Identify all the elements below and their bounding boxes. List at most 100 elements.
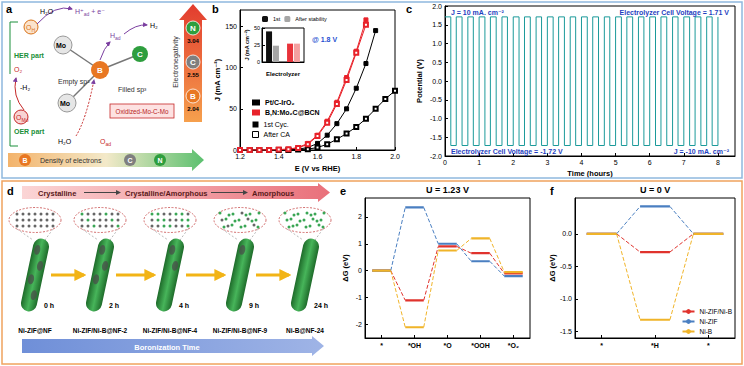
svg-text:B: B — [190, 92, 196, 101]
svg-text:B,N:Mo₂C@BCN: B,N:Mo₂C@BCN — [265, 109, 320, 117]
svg-text:6: 6 — [648, 159, 652, 166]
svg-text:8: 8 — [716, 159, 720, 166]
svg-text:J (mA cm⁻²): J (mA cm⁻²) — [244, 29, 250, 60]
svg-text:Electrolyzer Cell Voltage = 1.: Electrolyzer Cell Voltage = 1.71 V — [620, 9, 730, 17]
svg-text:Ni-ZIF/Ni-B: Ni-ZIF/Ni-B — [700, 308, 733, 315]
svg-text:J = -10 mA. cm⁻²: J = -10 mA. cm⁻² — [674, 148, 730, 155]
svg-text:3.04: 3.04 — [187, 38, 199, 44]
svg-text:Ni-B@NF-24: Ni-B@NF-24 — [286, 327, 324, 334]
svg-text:*OOH: *OOH — [471, 342, 490, 349]
svg-text:B: B — [97, 66, 103, 75]
svg-text:*: * — [707, 342, 710, 349]
svg-text:2 h: 2 h — [109, 302, 119, 309]
svg-text:Ni-ZIF@NF: Ni-ZIF@NF — [18, 327, 51, 334]
svg-text:0: 0 — [443, 159, 447, 166]
svg-text:-1.5: -1.5 — [430, 134, 442, 141]
svg-text:-2.0: -2.0 — [430, 153, 442, 160]
svg-text:1.5: 1.5 — [432, 21, 442, 28]
svg-text:ΔG (eV): ΔG (eV) — [548, 254, 557, 282]
svg-text:0.0: 0.0 — [562, 230, 572, 237]
svg-text:J = 10 mA. cm⁻²: J = 10 mA. cm⁻² — [451, 9, 505, 16]
svg-text:1.2: 1.2 — [235, 153, 245, 160]
svg-text:OER part: OER part — [14, 128, 45, 136]
svg-text:-H₂: -H₂ — [20, 84, 30, 91]
svg-text:-1.0: -1.0 — [430, 115, 442, 122]
svg-text:H₂O: H₂O — [40, 8, 54, 15]
svg-text:Had: Had — [110, 32, 121, 41]
svg-text:Ni-ZIF/Ni-B@NF-9: Ni-ZIF/Ni-B@NF-9 — [213, 327, 268, 334]
svg-text:2.0: 2.0 — [432, 3, 442, 10]
svg-text:Ni-ZIF/Ni-B@NF-2: Ni-ZIF/Ni-B@NF-2 — [73, 327, 128, 334]
svg-text:C: C — [127, 157, 132, 164]
svg-text:7: 7 — [682, 159, 686, 166]
svg-text:1st Cyc.: 1st Cyc. — [264, 121, 289, 129]
svg-text:2.04: 2.04 — [187, 106, 199, 112]
svg-text:f: f — [550, 185, 554, 197]
svg-text:N: N — [157, 157, 162, 164]
svg-text:C: C — [190, 58, 196, 67]
svg-text:*OH: *OH — [408, 342, 421, 349]
svg-text:0: 0 — [358, 267, 362, 274]
svg-text:Empty sp²: Empty sp² — [58, 78, 90, 86]
svg-text:N: N — [190, 24, 196, 33]
svg-text:Mo: Mo — [56, 42, 66, 49]
svg-text:-1.5: -1.5 — [560, 328, 572, 335]
svg-text:Mo: Mo — [60, 100, 70, 107]
svg-text:-1.0: -1.0 — [560, 295, 572, 302]
svg-text:2.55: 2.55 — [187, 72, 199, 78]
svg-text:U = 0 V: U = 0 V — [640, 185, 670, 195]
svg-text:2.0: 2.0 — [390, 153, 400, 160]
svg-text:4 h: 4 h — [179, 302, 189, 309]
svg-text:*O₂: *O₂ — [508, 342, 519, 349]
svg-text:Boronization Time: Boronization Time — [134, 343, 199, 352]
svg-text:Filled sp³: Filled sp³ — [118, 86, 147, 94]
svg-text:Oad: Oad — [100, 138, 111, 147]
svg-text:4: 4 — [580, 159, 584, 166]
svg-text:150: 150 — [225, 23, 237, 30]
svg-text:H⁺ad + e⁻: H⁺ad + e⁻ — [75, 8, 105, 17]
svg-text:2: 2 — [358, 213, 362, 220]
svg-text:E (V vs RHE): E (V vs RHE) — [295, 164, 341, 173]
svg-text:Crystalline: Crystalline — [38, 189, 76, 198]
svg-text:0: 0 — [257, 59, 260, 65]
svg-text:-0.5: -0.5 — [560, 263, 572, 270]
svg-text:100: 100 — [225, 64, 237, 71]
svg-text:Ni-B: Ni-B — [700, 328, 713, 335]
svg-text:O₂: O₂ — [14, 66, 22, 73]
svg-text:9 h: 9 h — [249, 302, 259, 309]
svg-text:50: 50 — [229, 105, 237, 112]
svg-text:After CA: After CA — [264, 131, 291, 138]
svg-text:Pt/C-IrO₂: Pt/C-IrO₂ — [265, 99, 295, 106]
svg-text:Crystalline/Amorphous: Crystalline/Amorphous — [125, 189, 208, 198]
svg-text:0.0: 0.0 — [432, 78, 442, 85]
svg-text:0 h: 0 h — [44, 302, 54, 309]
svg-text:0.5: 0.5 — [432, 59, 442, 66]
svg-text:B: B — [22, 157, 27, 164]
svg-text:Ni-ZIF/Ni-B@NF-4: Ni-ZIF/Ni-B@NF-4 — [143, 327, 198, 334]
svg-text:1st: 1st — [273, 16, 281, 22]
svg-text:Density of electrons: Density of electrons — [40, 157, 102, 165]
svg-text:*H: *H — [651, 342, 659, 349]
svg-text:b: b — [212, 3, 219, 15]
svg-text:-0.5: -0.5 — [430, 96, 442, 103]
svg-text:Potential (V): Potential (V) — [415, 59, 424, 103]
svg-text:Time (hours): Time (hours) — [567, 169, 613, 178]
svg-text:*O: *O — [443, 342, 452, 349]
svg-text:1: 1 — [358, 240, 362, 247]
svg-text:e: e — [340, 185, 346, 197]
svg-text:Electronegativity: Electronegativity — [172, 36, 180, 88]
svg-text:J (mA cm⁻²): J (mA cm⁻²) — [213, 58, 222, 101]
svg-text:HER part: HER part — [14, 52, 45, 60]
svg-text:Amorphous: Amorphous — [252, 189, 294, 198]
svg-text:Oxidized-Mo-C-Mo: Oxidized-Mo-C-Mo — [116, 108, 169, 115]
svg-text:OH: OH — [26, 24, 35, 33]
svg-text:OMo: OMo — [16, 114, 29, 123]
svg-text:50: 50 — [254, 25, 260, 31]
svg-text:3: 3 — [545, 159, 549, 166]
svg-text:1.4: 1.4 — [274, 153, 284, 160]
svg-text:2: 2 — [511, 159, 515, 166]
svg-text:a: a — [6, 3, 13, 15]
svg-text:1.8: 1.8 — [351, 153, 361, 160]
svg-text:*: * — [380, 342, 383, 349]
svg-text:-1: -1 — [356, 294, 362, 301]
